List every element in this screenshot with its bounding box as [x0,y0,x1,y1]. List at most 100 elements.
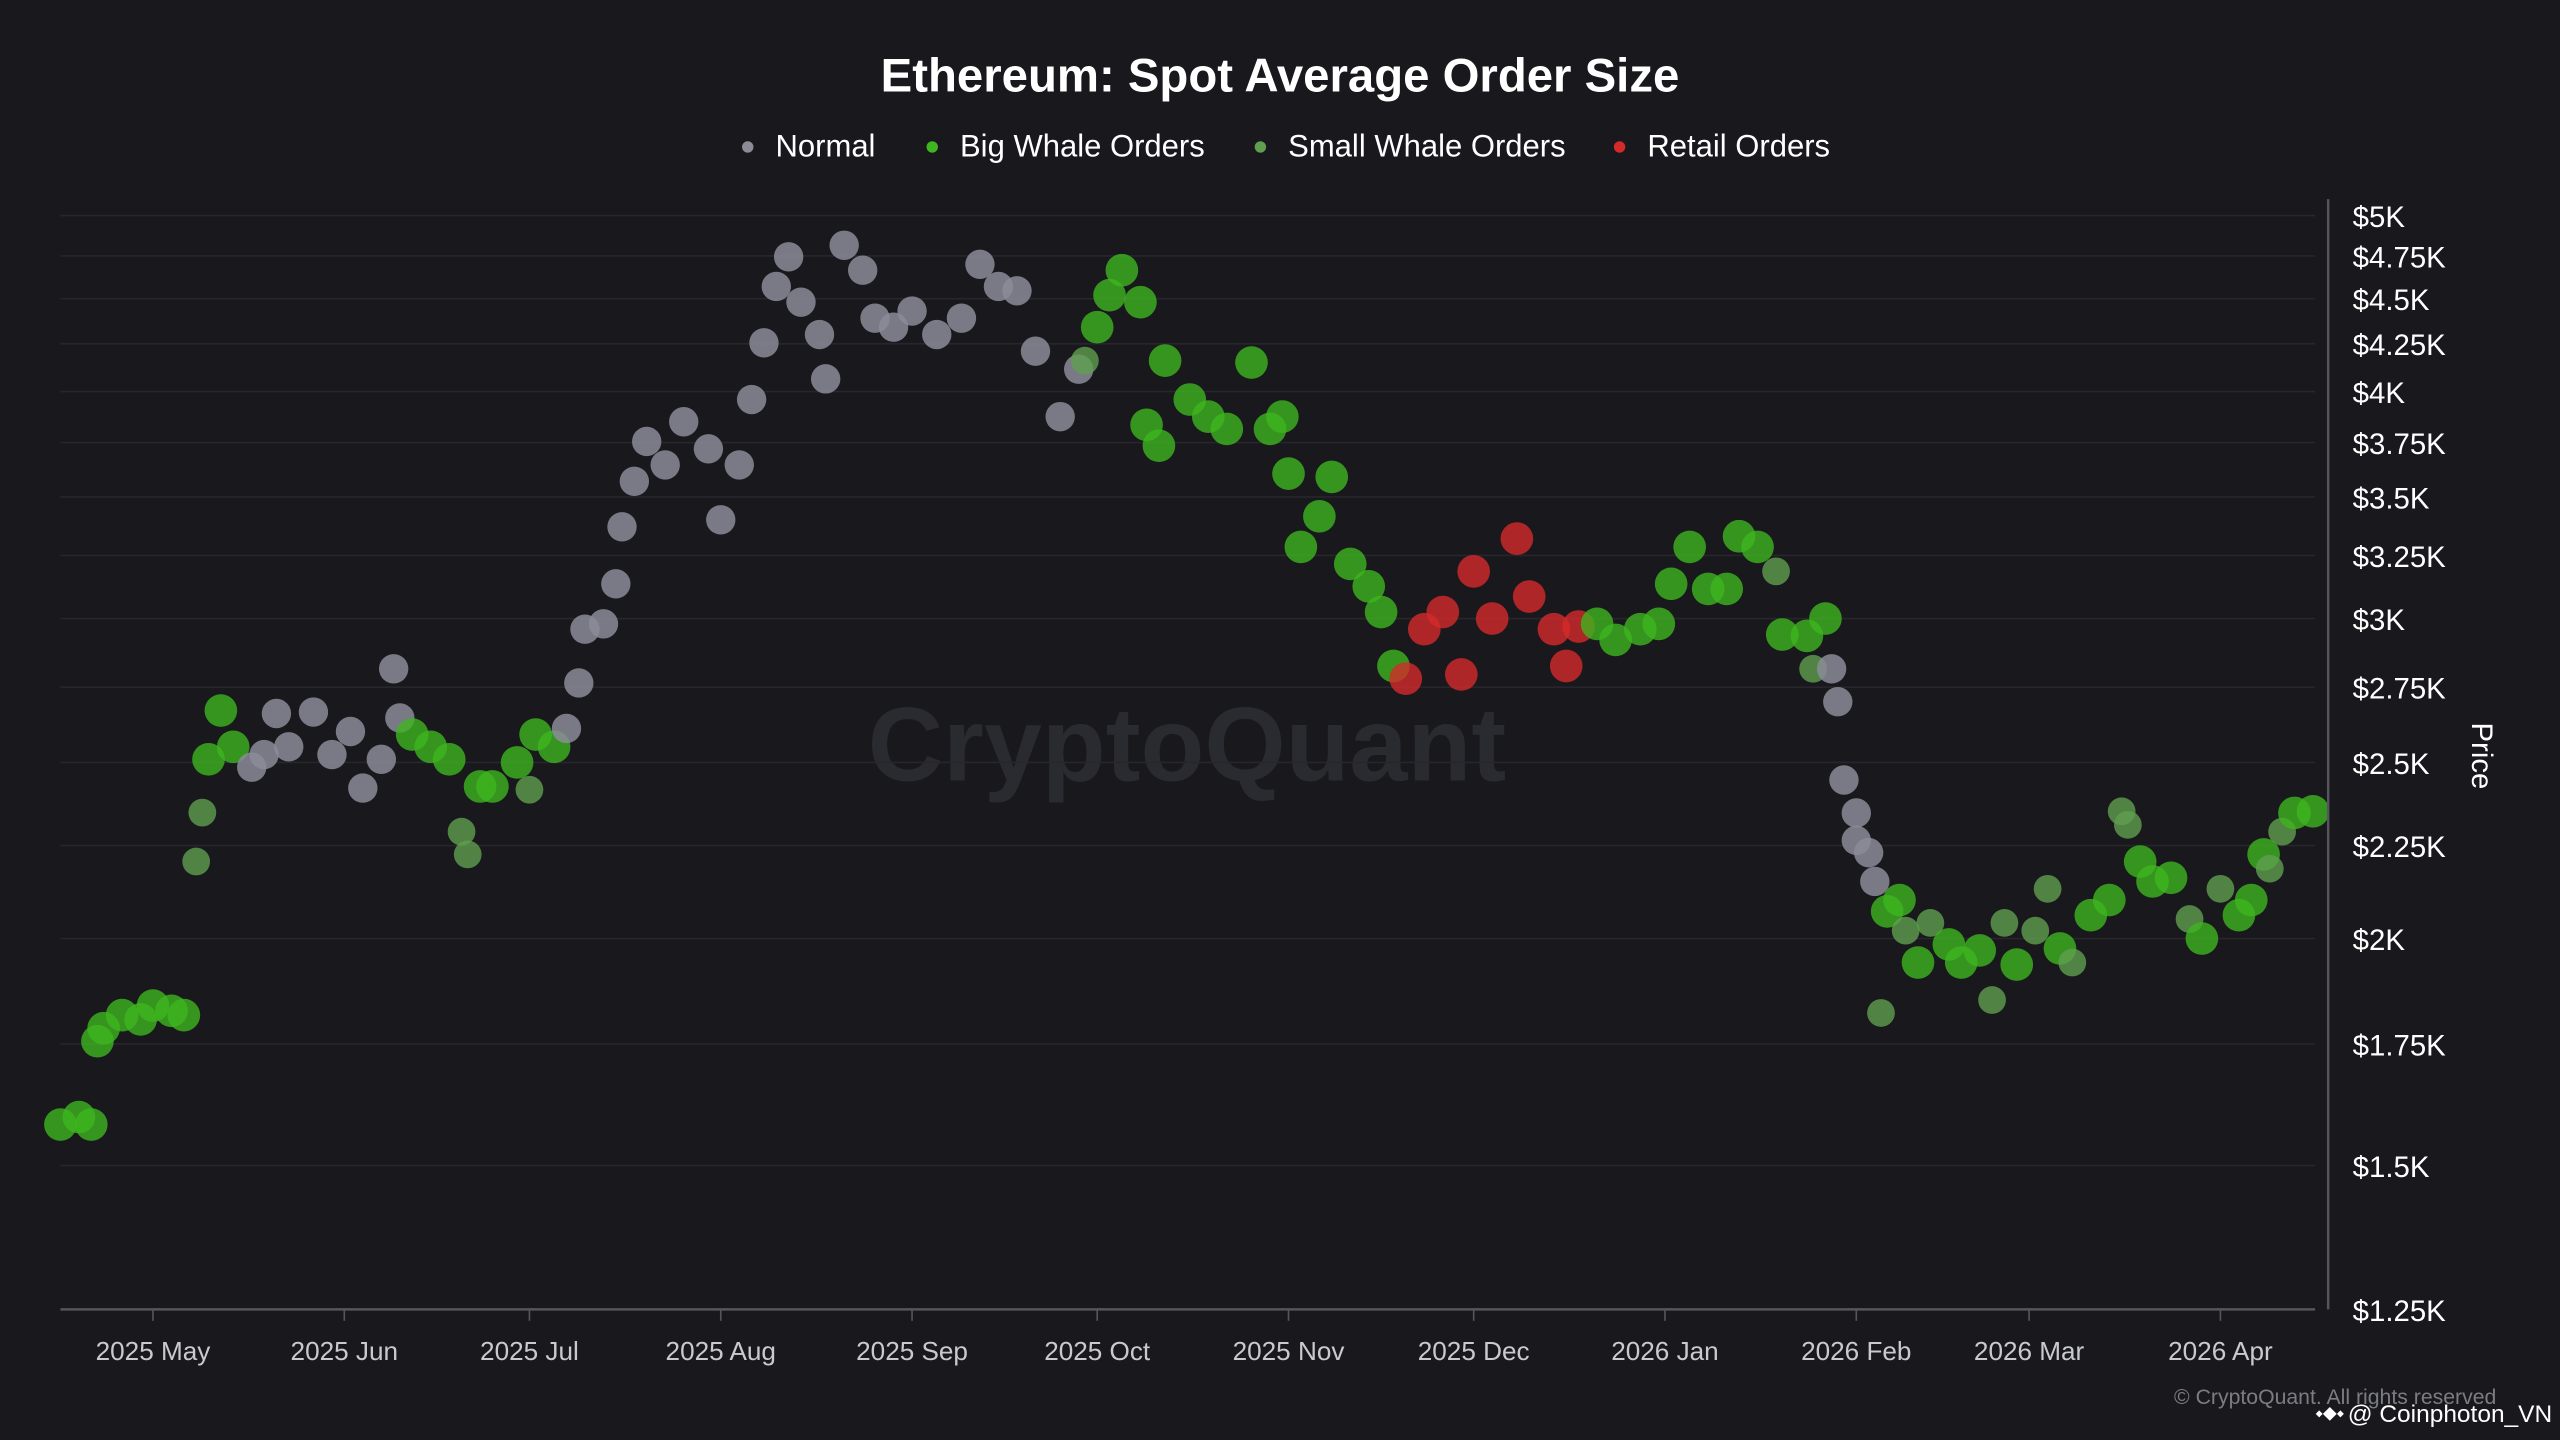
legend-item-b[interactable]: Big Whale Orders [960,129,1205,164]
data-point-normal [761,271,791,302]
data-point-normal [706,505,736,535]
data-point-normal [619,466,650,497]
data-point-small-whale [1867,999,1895,1027]
data-point-small-whale [515,775,544,804]
y-tick-label: $3.75K [2353,428,2447,461]
data-point-big-whale [1142,429,1176,462]
data-point-big-whale [1124,285,1157,319]
data-point-big-whale [1148,344,1182,377]
data-point-big-whale [167,998,201,1032]
data-point-normal [588,609,619,639]
data-point-normal [1853,837,1884,868]
legend-item-r[interactable]: Retail Orders [1647,129,1830,164]
data-point-big-whale [1883,883,1916,917]
data-point-normal [1020,336,1051,366]
data-point-big-whale [1352,570,1386,603]
data-point-big-whale [1080,310,1114,344]
y-tick-label: $5K [2353,201,2406,234]
data-point-small-whale [1891,916,1920,945]
y-axis-label: Price [2465,722,2498,789]
data-point-big-whale [1266,400,1299,433]
data-point-normal [922,319,952,350]
data-point-normal [564,668,594,698]
data-point-normal [736,384,767,415]
data-point-normal [897,296,927,326]
credit-text: @ Coinphoton_VN [2348,1401,2552,1428]
y-tick-label: $4.5K [2353,284,2430,317]
data-point-normal [693,434,724,464]
data-point-small-whale [1070,346,1099,375]
x-tick-label: 2026 Jan [1611,1336,1718,1366]
y-tick-label: $3.5K [2353,482,2430,515]
data-point-normal [810,364,841,394]
data-point-normal [650,450,680,480]
chart-title: Ethereum: Spot Average Order Size [881,49,1680,102]
legend-marker-r [1613,141,1626,153]
data-point-retail [1457,555,1490,588]
data-point-small-whale [2033,874,2062,903]
data-point-big-whale [204,694,238,727]
data-point-retail [1512,580,1546,613]
data-point-big-whale [1364,595,1398,629]
data-point-big-whale [1673,530,1706,564]
legend-marker-n [742,141,754,153]
data-point-normal [848,255,878,285]
legend: Normal Big Whale Orders Small Whale Orders… [742,129,1830,164]
x-tick-label: 2026 Feb [1801,1336,1911,1366]
copyright-text: © CryptoQuant. All rights reserved [2174,1386,2496,1409]
data-point-big-whale [1333,547,1367,581]
data-point-small-whale [1916,909,1945,937]
data-point-small-whale [2058,948,2087,977]
data-point-normal [261,698,292,729]
x-tick-label: 2025 Sep [856,1336,968,1366]
data-point-normal [607,512,637,542]
data-point-normal [298,697,329,727]
data-point-small-whale [182,847,211,876]
data-point-retail [1426,595,1460,629]
data-point-big-whale [500,746,534,779]
data-point-normal [1002,276,1032,306]
data-point-normal [378,654,409,684]
y-tick-label: $2K [2353,924,2406,957]
data-point-big-whale [1710,572,1744,606]
data-point-normal [249,739,279,770]
y-tick-label: $2.5K [2353,748,2430,781]
data-point-normal [348,773,378,803]
data-point-normal [1045,401,1075,432]
data-point-retail [1500,522,1534,555]
data-point-big-whale [1315,460,1349,494]
data-point-normal [1829,765,1859,795]
data-point-normal [786,287,816,317]
data-point-retail [1475,602,1509,635]
data-point-small-whale [1978,986,2006,1014]
data-point-big-whale [1901,946,1935,979]
data-points [44,230,2330,1141]
data-point-big-whale [1963,934,1997,967]
data-point-big-whale [2234,883,2268,917]
data-point-big-whale [1272,457,1305,490]
data-point-big-whale [2000,948,2034,981]
data-point-normal [946,303,977,333]
y-tick-label: $4.25K [2353,329,2447,362]
data-point-normal [317,739,347,770]
data-point-big-whale [2296,794,2330,828]
data-point-small-whale [1990,909,2019,937]
data-point-small-whale [447,817,476,846]
x-tick-label: 2025 Oct [1044,1336,1151,1366]
data-point-big-whale [1741,530,1774,564]
y-tick-label: $4.75K [2353,241,2447,274]
data-point-small-whale [2206,874,2235,903]
data-point-normal [965,249,995,280]
watermark: CryptoQuant [868,686,1506,803]
data-point-big-whale [1654,567,1688,601]
data-point-normal [1816,654,1847,684]
data-point-retail [1537,612,1571,646]
legend-item-n[interactable]: Normal [776,129,876,164]
data-point-big-whale [476,770,509,803]
data-point-small-whale [1762,557,1790,586]
data-point-big-whale [1235,346,1268,379]
data-point-big-whale [1599,623,1632,657]
legend-item-s[interactable]: Small Whale Orders [1288,129,1566,164]
data-point-small-whale [2255,854,2284,883]
